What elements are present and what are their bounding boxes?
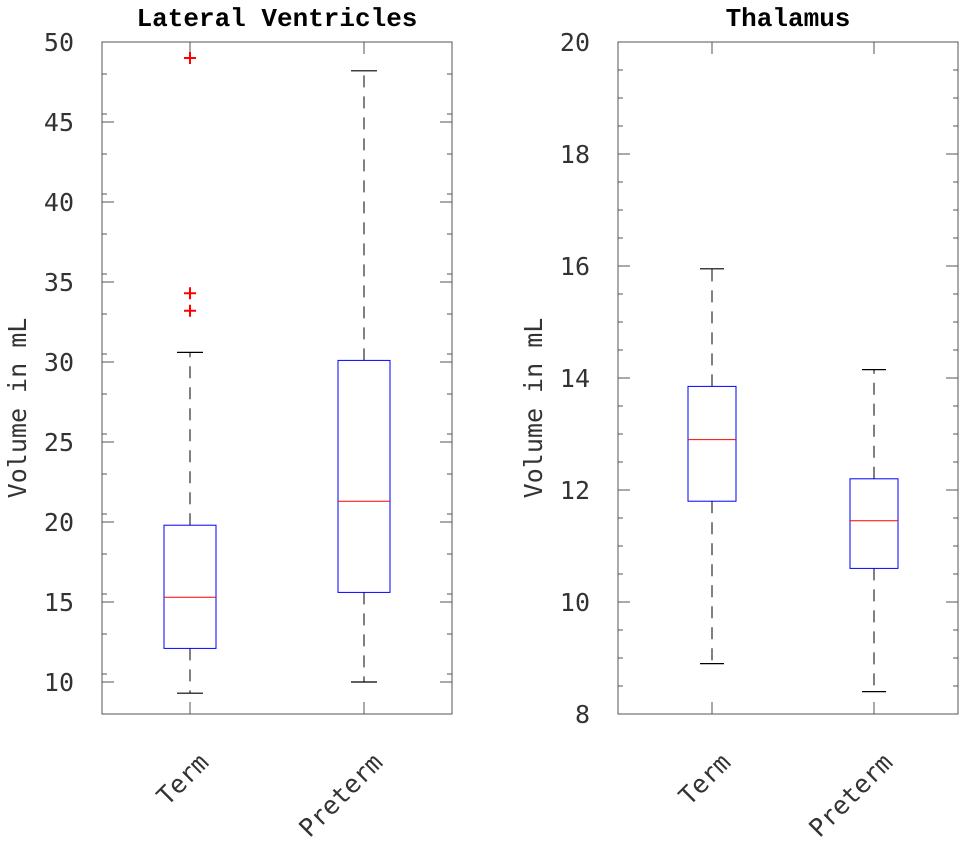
y-tick-label: 10 bbox=[44, 668, 74, 697]
y-tick-label: 15 bbox=[44, 588, 74, 617]
panel-lateral-ventricles: Lateral Ventricles Volume in mL 10 15 20 25… bbox=[3, 4, 453, 843]
y-tick-label: 35 bbox=[44, 268, 74, 297]
iqr-box bbox=[687, 385, 737, 502]
y-tick-label: 10 bbox=[560, 588, 590, 617]
y-tick-label: 50 bbox=[44, 28, 74, 57]
y-tick-label: 8 bbox=[575, 700, 590, 729]
iqr-box bbox=[337, 359, 391, 593]
y-tick-label: 20 bbox=[44, 508, 74, 537]
y-tick-label: 30 bbox=[44, 348, 74, 377]
chart-title: Thalamus bbox=[726, 4, 851, 34]
y-tick-label: 12 bbox=[560, 476, 590, 505]
y-tick-label: 40 bbox=[44, 188, 74, 217]
plot-frame bbox=[617, 41, 959, 715]
outlier-marker bbox=[184, 287, 196, 300]
iqr-box bbox=[163, 524, 217, 649]
x-category-label: Term bbox=[151, 748, 214, 811]
x-category-label: Preterm bbox=[803, 748, 898, 843]
y-tick-label: 45 bbox=[44, 108, 74, 137]
outlier-marker bbox=[184, 52, 196, 64]
y-axis-label: Volume in mL bbox=[519, 318, 548, 499]
y-axis-label: Volume in mL bbox=[3, 318, 32, 499]
panel-thalamus: Thalamus Volume in mL 8 10 12 14 16 18 20 Term P… bbox=[519, 4, 959, 843]
x-category-label: Preterm bbox=[293, 748, 388, 843]
x-category-label: Term bbox=[673, 748, 736, 811]
iqr-box bbox=[849, 478, 899, 569]
y-tick-label: 18 bbox=[560, 140, 590, 169]
y-tick-label: 25 bbox=[44, 428, 74, 457]
y-tick-label: 20 bbox=[560, 28, 590, 57]
chart-title: Lateral Ventricles bbox=[137, 4, 418, 34]
y-tick-label: 16 bbox=[560, 252, 590, 281]
y-tick-label: 14 bbox=[560, 364, 590, 393]
plot-frame bbox=[101, 41, 453, 715]
outlier-marker bbox=[184, 304, 196, 317]
